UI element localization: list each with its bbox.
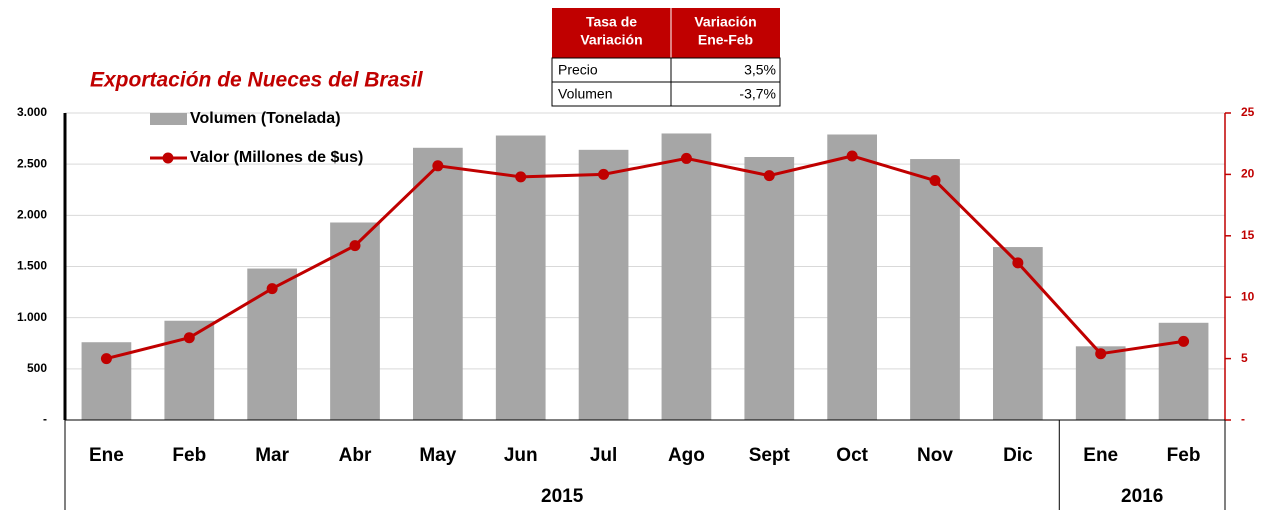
line-marker [763, 170, 775, 182]
line [106, 154, 1184, 361]
y-tick-label: 2.000 [17, 208, 47, 222]
x-tick-label: May [419, 445, 456, 466]
line-marker [183, 332, 195, 344]
line-marker [846, 150, 858, 162]
y-tick-label: 1.500 [17, 259, 47, 273]
bar [993, 247, 1043, 420]
line-marker [1178, 335, 1190, 347]
bar [910, 159, 960, 421]
x-tick-label: Ago [668, 445, 705, 466]
y2-tick-label: 20 [1241, 167, 1255, 181]
x-tick-label: Mar [255, 445, 289, 466]
x-tick-label: Nov [917, 445, 953, 466]
bar [578, 149, 629, 420]
x-tick-label: Dic [1003, 445, 1033, 466]
y2-tick-label: 5 [1241, 351, 1248, 365]
table-header-text: Variación [694, 14, 756, 30]
bar [330, 222, 380, 420]
line-marker [680, 152, 692, 164]
line-marker [266, 283, 278, 295]
y-tick-label: 1.000 [17, 310, 47, 324]
legend-swatch [150, 113, 187, 125]
chart-title: Exportación de Nueces del Brasil [90, 69, 424, 92]
y-tick-label: 2.500 [17, 156, 47, 170]
y-tick-label: 500 [27, 361, 47, 375]
table-cell: -3,7% [739, 86, 776, 102]
table-header-text: Tasa de [586, 14, 637, 30]
year-label: 2015 [541, 486, 584, 507]
table-header [552, 8, 780, 58]
y2-tick-label: - [1241, 412, 1245, 426]
table-cell: Precio [558, 62, 598, 78]
table-row [551, 57, 781, 83]
line-marker [100, 353, 112, 365]
line-marker [349, 240, 361, 252]
x-tick-label: Sept [749, 445, 791, 466]
bar [661, 133, 712, 420]
x-tick-label: Ene [89, 445, 124, 466]
y-tick-label: 3.000 [17, 105, 47, 119]
bar [413, 147, 463, 420]
x-tick-label: Jul [590, 445, 617, 466]
line-marker [929, 175, 941, 187]
table-cell: 3,5% [744, 62, 776, 78]
x-tick-label: Oct [836, 445, 868, 466]
bar [744, 157, 795, 420]
x-tick-label: Feb [172, 445, 206, 466]
x-tick-label: Jun [504, 445, 538, 466]
table-header-text: Variación [580, 32, 642, 48]
x-tick-label: Ene [1083, 445, 1118, 466]
table-header-text: Ene-Feb [698, 32, 753, 48]
x-tick-label: Abr [339, 445, 372, 466]
line-marker [432, 160, 444, 172]
y2-tick-label: 10 [1241, 289, 1255, 303]
line-marker [515, 171, 527, 183]
line-marker [1012, 257, 1024, 269]
x-tick-label: Feb [1167, 445, 1201, 466]
line-marker [1095, 348, 1107, 360]
table-cell: Volumen [558, 86, 612, 102]
y2-tick-label: 15 [1241, 228, 1255, 242]
line-marker [598, 168, 610, 180]
legend-label: Volumen (Tonelada) [190, 110, 341, 127]
y-tick-label: - [43, 412, 47, 426]
table-row [551, 81, 781, 107]
legend-swatch [162, 152, 174, 164]
year-label: 2016 [1121, 486, 1163, 507]
legend-label: Valor (Millones de $us) [190, 149, 363, 166]
bar [827, 134, 877, 421]
y2-tick-label: 25 [1241, 105, 1255, 119]
bar [495, 135, 546, 420]
